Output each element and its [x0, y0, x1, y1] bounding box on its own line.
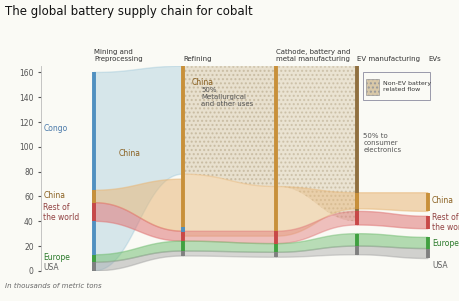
Polygon shape [94, 241, 183, 262]
Text: EV manufacturing: EV manufacturing [356, 57, 419, 63]
Text: EVs: EVs [427, 57, 440, 63]
Text: 50% to
consumer
electronics: 50% to consumer electronics [363, 133, 400, 153]
Polygon shape [356, 211, 427, 229]
Polygon shape [183, 241, 275, 252]
Text: China: China [118, 149, 140, 157]
Text: Cathode, battery and
metal manufacturing: Cathode, battery and metal manufacturing [275, 49, 350, 63]
Text: China: China [43, 191, 65, 200]
Text: China: China [191, 78, 213, 87]
Polygon shape [94, 179, 183, 231]
Text: China: China [431, 196, 453, 205]
Polygon shape [94, 203, 183, 241]
Polygon shape [275, 234, 356, 252]
Text: Europe: Europe [431, 239, 458, 248]
Polygon shape [356, 246, 427, 259]
Polygon shape [275, 187, 356, 236]
Text: USA: USA [431, 262, 447, 270]
Polygon shape [356, 234, 427, 249]
Text: Europe: Europe [43, 253, 70, 262]
FancyBboxPatch shape [363, 73, 429, 100]
Polygon shape [94, 251, 183, 271]
Text: Rest of
the world: Rest of the world [43, 203, 79, 222]
Polygon shape [183, 251, 275, 257]
Text: Mining and
Preprocessing: Mining and Preprocessing [94, 49, 142, 63]
Polygon shape [183, 174, 275, 236]
Text: The global battery supply chain for cobalt: The global battery supply chain for coba… [5, 5, 252, 17]
Polygon shape [94, 66, 183, 271]
Text: Refining: Refining [183, 57, 211, 63]
Polygon shape [275, 211, 356, 244]
Polygon shape [183, 66, 275, 187]
Polygon shape [183, 231, 275, 244]
Text: Non-EV battery
related flow: Non-EV battery related flow [382, 81, 430, 92]
Text: In thousands of metric tons: In thousands of metric tons [5, 283, 101, 289]
Polygon shape [275, 246, 356, 257]
Polygon shape [275, 66, 356, 221]
Text: USA: USA [43, 263, 59, 272]
Text: Congo: Congo [43, 124, 67, 133]
Text: 50%
Metallurgical
and other uses: 50% Metallurgical and other uses [201, 87, 253, 107]
FancyBboxPatch shape [366, 79, 379, 95]
Text: Rest of
the world: Rest of the world [431, 213, 459, 232]
Polygon shape [356, 193, 427, 211]
